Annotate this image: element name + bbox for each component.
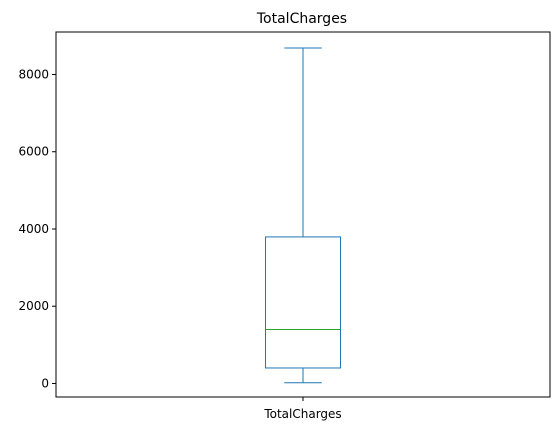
x-tick-label: TotalCharges [263,407,341,421]
y-tick-label: 0 [41,376,49,390]
y-tick-label: 4000 [18,222,49,236]
box [265,236,341,369]
plot-area: 0 2000 4000 6000 8000 TotalCharges [18,31,551,421]
y-tick-label: 2000 [18,299,49,313]
chart-title: TotalCharges [256,11,347,27]
y-tick-label: 6000 [18,145,49,159]
y-tick-label: 8000 [18,67,49,81]
